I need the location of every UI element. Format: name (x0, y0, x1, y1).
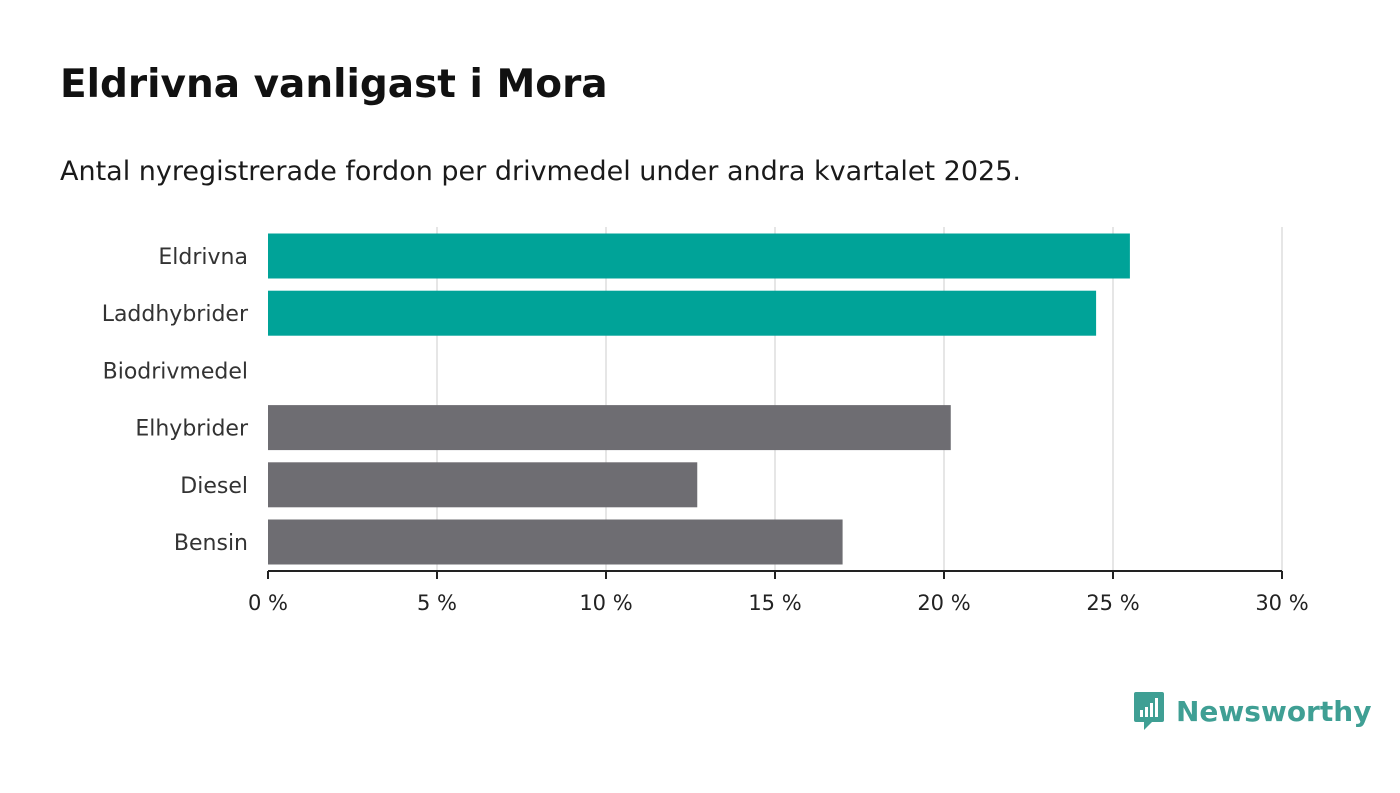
x-tick-label: 30 % (1255, 591, 1308, 615)
bar-chart: Eldrivna Laddhybrider Biodrivmedel Elhybrid… (102, 227, 1309, 615)
category-label: Bensin (174, 531, 248, 556)
category-label: Eldrivna (158, 245, 248, 270)
bar (268, 405, 951, 451)
x-tick-label: 5 % (417, 591, 457, 615)
x-tick-label: 25 % (1086, 591, 1139, 615)
bar (268, 290, 1097, 336)
category-label: Biodrivmedel (103, 359, 248, 384)
chart-subtitle: Antal nyregistrerade fordon per drivmede… (60, 156, 1021, 187)
x-tick-label: 0 % (248, 591, 288, 615)
bar (268, 233, 1130, 279)
bar (268, 519, 843, 565)
bar (268, 462, 698, 508)
brand-name: Newsworthy (1176, 694, 1372, 728)
category-label: Elhybrider (135, 417, 249, 442)
brand-logo: Newsworthy (1132, 690, 1371, 732)
category-label: Laddhybrider (102, 302, 249, 327)
chart-title: Eldrivna vanligast i Mora (60, 62, 608, 107)
x-tick-label: 15 % (748, 591, 801, 615)
x-tick-label: 20 % (917, 591, 970, 615)
x-tick-label: 10 % (579, 591, 632, 615)
bar-chart-speech-bubble-icon (1134, 692, 1164, 730)
category-label: Diesel (180, 474, 248, 499)
